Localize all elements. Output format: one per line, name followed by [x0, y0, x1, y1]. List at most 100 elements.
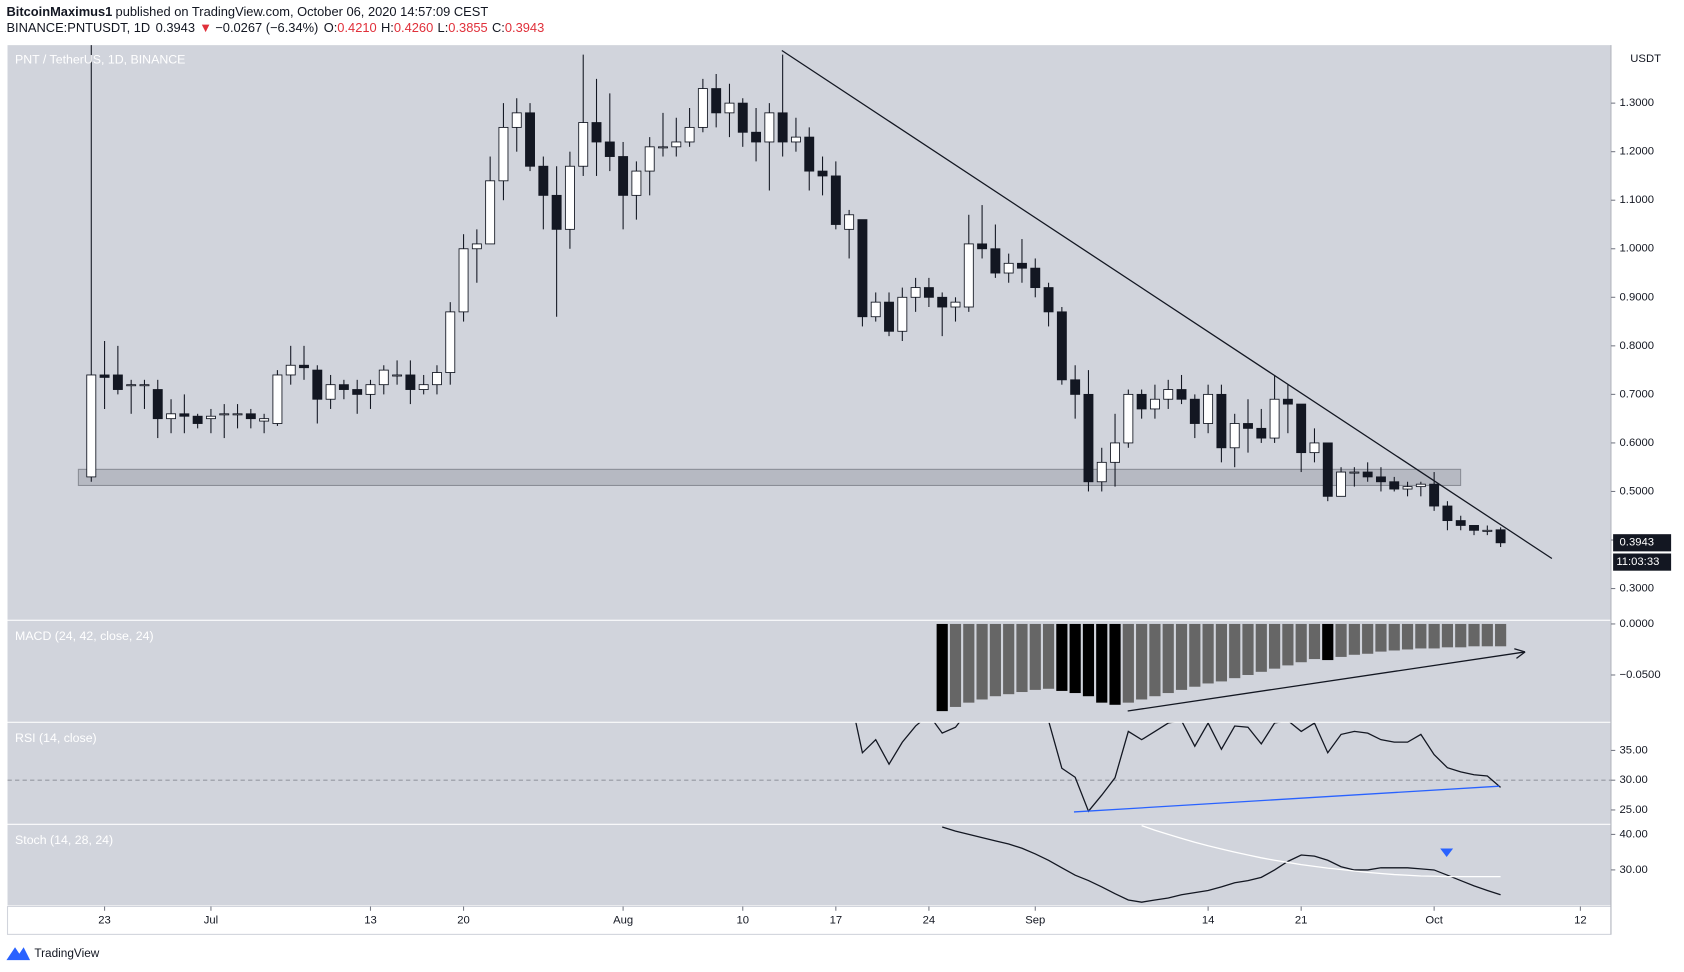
footer-brand: TradingView [34, 946, 99, 960]
indicator-line [942, 826, 1501, 903]
macd-bar [1242, 623, 1254, 675]
last: 0.3943 [156, 20, 195, 35]
candle-body [219, 413, 230, 416]
candle-body [1455, 520, 1466, 526]
macd-bar [1415, 623, 1427, 649]
macd-bar [1269, 623, 1281, 669]
candle-body [1349, 471, 1360, 474]
candle-body [671, 141, 682, 148]
macd-bar [1468, 623, 1480, 647]
y-tick-label: 0.5000 [1620, 485, 1654, 497]
candle-body [365, 384, 376, 395]
candle-body [751, 131, 762, 143]
candle-body [1189, 398, 1200, 424]
candle-body [325, 384, 336, 400]
macd-bar [1042, 623, 1055, 689]
candle-body [923, 287, 934, 298]
pane-title: Stoch (14, 28, 24) [15, 833, 113, 847]
candle-body [232, 413, 243, 416]
candle-body [1376, 476, 1386, 483]
candle-body [432, 372, 442, 386]
candle-body [764, 112, 775, 143]
candle-body [1362, 471, 1373, 478]
macd-bar [1175, 623, 1188, 690]
candle-body [1336, 471, 1347, 497]
published: published on TradingView.com, October 06… [116, 4, 489, 19]
candle-body [1043, 287, 1054, 313]
macd-bar [1122, 623, 1134, 703]
macd-bar [1229, 623, 1241, 679]
candle-body [112, 374, 123, 390]
ohlc-label: H: [381, 20, 394, 35]
macd-bar [976, 623, 988, 700]
y-tick-label: 0.8000 [1620, 340, 1654, 352]
rsi-trend-line [1073, 785, 1500, 813]
candle-body [1469, 525, 1479, 531]
candle-body [1176, 389, 1187, 400]
candle-body [844, 214, 855, 230]
tv-logo [6, 947, 31, 961]
macd-bar [1335, 623, 1347, 657]
indicator-line [1141, 824, 1501, 878]
candle-body [1136, 393, 1147, 410]
macd-bar [1481, 623, 1493, 647]
unit-label: USDT [1630, 53, 1661, 65]
candle-body [1322, 442, 1333, 497]
candle-body [1216, 393, 1227, 449]
macd-bar [1149, 623, 1161, 697]
macd-bar [1189, 623, 1201, 687]
y-tick-label: 1.3000 [1620, 97, 1654, 109]
x-tick-label: Jul [204, 914, 218, 926]
candle-body [950, 301, 961, 308]
y-tick-label: 0.9000 [1620, 291, 1654, 303]
candle-body [338, 384, 349, 390]
pane-title: MACD (24, 42, close, 24) [15, 629, 154, 643]
candle-body [1110, 442, 1120, 463]
time-axis [6, 905, 1612, 935]
candle-body [737, 102, 748, 133]
macd-bar [1162, 623, 1174, 694]
macd-bar [1136, 623, 1148, 700]
y-tick-label: 25.00 [1620, 804, 1648, 816]
candle-body [1429, 483, 1440, 507]
y-tick-label: 0.7000 [1620, 388, 1654, 400]
candle-body [179, 413, 190, 417]
countdown-box [1613, 553, 1672, 571]
candle-body [285, 364, 296, 376]
x-tick-label: 17 [830, 914, 843, 926]
candle-body [1203, 393, 1214, 424]
macd-bar [1375, 623, 1387, 652]
candle-body [126, 384, 137, 387]
candle-body [578, 122, 589, 167]
y-tick-label: 0.3000 [1620, 583, 1654, 595]
x-tick-label: 13 [364, 914, 377, 926]
candle-body [205, 415, 216, 420]
publish-line: BitcoinMaximus1 published on TradingView.… [6, 4, 488, 19]
candle-body [352, 389, 363, 395]
last-price-label: 0.3943 [1620, 537, 1654, 549]
candle-body [1296, 403, 1307, 454]
macd-bar [1282, 623, 1294, 666]
indicator-line [855, 722, 1501, 813]
macd-bar [1495, 623, 1507, 647]
candle-body [1003, 262, 1014, 274]
candle-body [245, 413, 256, 420]
candle-body [86, 374, 97, 478]
candle-body [139, 384, 150, 387]
macd-bar [1029, 623, 1041, 690]
candle-body [392, 374, 403, 377]
x-tick-label: 10 [736, 914, 749, 926]
candle-body [1229, 423, 1240, 449]
candle-body [192, 415, 203, 424]
x-tick-label: 21 [1295, 914, 1308, 926]
change: −0.0267 (−6.34%) [215, 20, 318, 35]
y-tick-label: 30.00 [1620, 774, 1648, 786]
candle-body [990, 248, 1001, 274]
candle-body [378, 369, 389, 386]
candle-body [910, 287, 921, 298]
pane-marks [942, 824, 1501, 903]
candle-body [977, 243, 988, 250]
candle-body [418, 384, 429, 390]
candle-body [804, 136, 815, 172]
